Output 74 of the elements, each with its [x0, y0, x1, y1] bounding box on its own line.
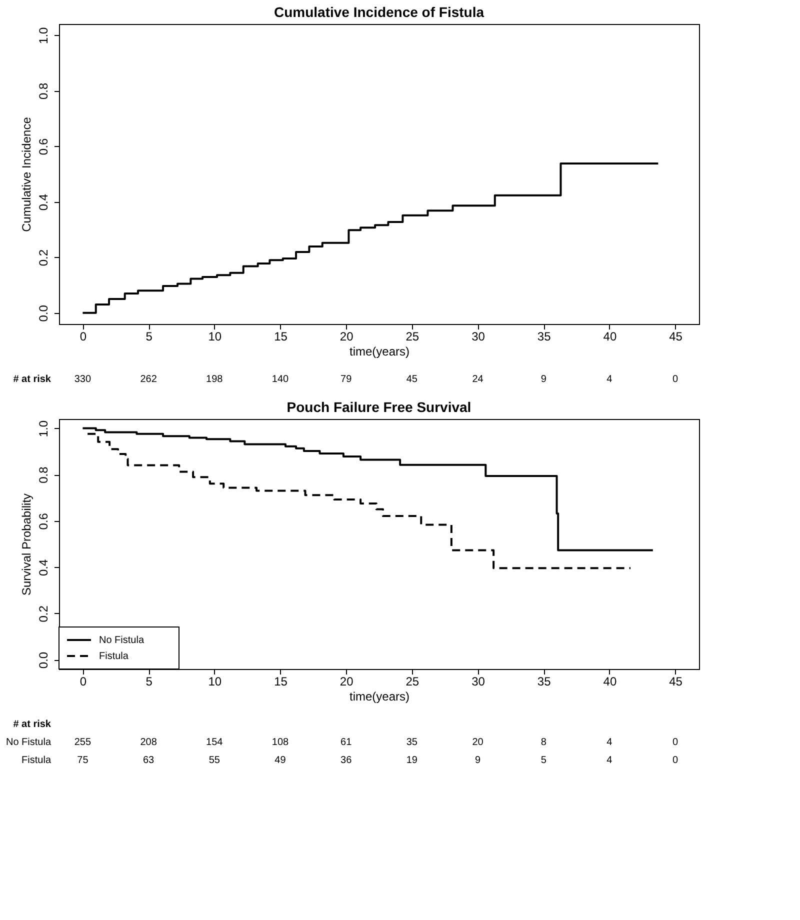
x-tick-label: 5	[146, 330, 153, 344]
text: 55	[208, 755, 220, 766]
text: # at risk	[13, 719, 52, 730]
y-tick-label: 0.8	[36, 82, 50, 100]
y-tick-label: 1.0	[36, 420, 50, 438]
x-axis-title: time(years)	[349, 344, 410, 358]
text: 108	[272, 737, 290, 748]
text: 49	[274, 755, 286, 766]
text: 8	[540, 737, 547, 748]
y-axis-title: Survival Probability	[20, 493, 34, 596]
y-tick-label: 0.8	[36, 466, 50, 484]
text: 9	[474, 755, 481, 766]
text: 4	[606, 755, 613, 766]
text: 79	[340, 374, 352, 385]
text: 198	[206, 374, 224, 385]
y-tick-label: 0.4	[36, 558, 50, 576]
text: 208	[140, 737, 158, 748]
text: 0	[672, 374, 679, 385]
text: 36	[340, 755, 352, 766]
y-axis-title: Cumulative Incidence	[20, 116, 34, 232]
text: 45	[406, 374, 418, 385]
text: 20	[472, 737, 484, 748]
x-tick-label: 25	[406, 674, 420, 688]
x-tick-label: 30	[472, 674, 486, 688]
y-tick-label: 0.0	[36, 304, 50, 322]
x-tick-label: 5	[146, 674, 153, 688]
text: 330	[74, 374, 92, 385]
x-tick-label: 15	[274, 674, 288, 688]
y-tick-label: 0.6	[36, 138, 50, 156]
legend-label: Fistula	[99, 651, 129, 662]
text: 0	[672, 755, 679, 766]
x-tick-label: 15	[274, 330, 288, 344]
x-tick-label: 20	[340, 330, 354, 344]
x-tick-label: 0	[80, 674, 87, 688]
text: 75	[77, 755, 89, 766]
x-tick-label: 35	[537, 330, 552, 344]
text: 35	[406, 737, 418, 748]
text: 4	[606, 737, 613, 748]
text: 19	[406, 755, 418, 766]
y-tick-label: 0.0	[36, 652, 50, 669]
x-tick-label: 0	[80, 330, 87, 344]
x-tick-label: 20	[340, 674, 354, 688]
x-axis-title: time(years)	[349, 690, 410, 704]
text: 61	[340, 737, 352, 748]
y-tick-label: 1.0	[36, 26, 50, 44]
x-tick-label: 30	[472, 330, 486, 344]
x-tick-label: 45	[669, 330, 683, 344]
y-tick-label: 0.2	[36, 249, 50, 266]
x-tick-label: 10	[208, 674, 222, 688]
x-tick-label: 25	[406, 330, 420, 344]
legend-label: No Fistula	[99, 635, 144, 646]
text: 63	[142, 755, 155, 766]
x-tick-label: 40	[603, 330, 617, 344]
text: 0	[672, 737, 679, 748]
text: # at risk	[13, 374, 52, 385]
x-tick-label: 40	[603, 674, 617, 688]
text: 255	[74, 737, 92, 748]
y-tick-label: 0.4	[36, 194, 50, 211]
x-tick-label: 35	[537, 674, 552, 688]
text: 4	[606, 374, 613, 385]
x-tick-label: 10	[208, 330, 222, 344]
y-tick-label: 0.2	[36, 605, 50, 622]
text: Fistula	[22, 755, 52, 766]
x-tick-label: 45	[669, 674, 683, 688]
chart-title: Pouch Failure Free Survival	[286, 399, 472, 415]
text: 5	[540, 755, 547, 766]
text: 154	[206, 737, 224, 748]
text: 24	[472, 374, 484, 385]
text: No Fistula	[6, 737, 52, 748]
text: 9	[540, 374, 547, 385]
chart-title: Cumulative Incidence of Fistula	[274, 4, 484, 20]
text: 140	[272, 374, 290, 385]
y-tick-label: 0.6	[36, 512, 50, 530]
text: 262	[140, 374, 158, 385]
